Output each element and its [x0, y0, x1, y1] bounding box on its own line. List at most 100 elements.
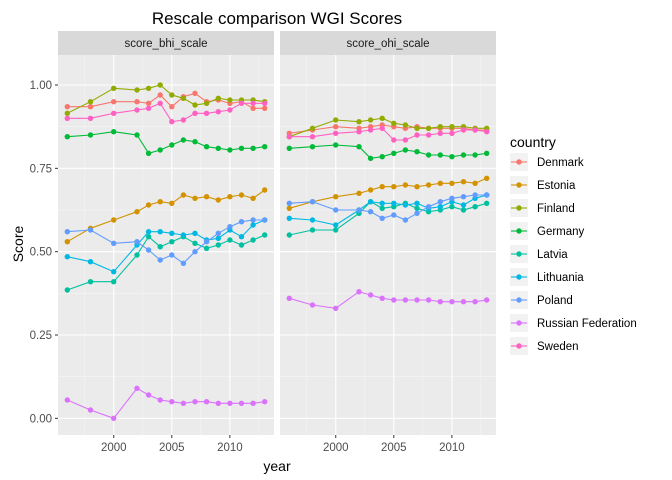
data-point — [134, 132, 140, 138]
legend-label: Sweden — [537, 341, 579, 353]
data-point — [192, 139, 198, 145]
data-point — [145, 247, 152, 253]
y-tick-label: 0.75 — [30, 163, 52, 175]
legend-item: Russian Federation — [510, 314, 637, 332]
x-tick-label: 2005 — [381, 442, 407, 454]
data-point — [157, 257, 163, 263]
data-point — [87, 227, 94, 233]
data-point — [169, 142, 175, 148]
data-point — [215, 109, 221, 115]
data-point — [238, 145, 245, 151]
data-point — [367, 155, 374, 161]
data-point — [460, 179, 467, 185]
data-point — [192, 102, 198, 108]
legend-label: Russian Federation — [537, 318, 637, 330]
y-axis: 0.00 0.25 0.50 0.75 1.00 — [30, 80, 58, 425]
data-point — [111, 240, 117, 246]
data-point — [238, 100, 245, 107]
legend-label: Finland — [537, 203, 575, 215]
data-point — [238, 242, 245, 248]
data-point — [379, 125, 385, 131]
data-point — [472, 152, 478, 158]
data-point — [437, 299, 443, 305]
legend-item: Latvia — [510, 245, 568, 263]
data-point — [449, 180, 455, 186]
data-point — [286, 295, 292, 301]
data-point — [262, 105, 268, 112]
data-point — [87, 115, 94, 122]
data-point — [437, 204, 443, 210]
data-point — [460, 207, 467, 213]
data-point — [145, 234, 152, 240]
data-point — [111, 85, 117, 92]
data-point — [484, 200, 490, 206]
data-point — [169, 92, 175, 98]
data-point — [449, 195, 455, 201]
data-point — [333, 124, 339, 130]
legend-item: Finland — [510, 199, 575, 217]
data-point — [472, 299, 478, 305]
data-point — [64, 115, 71, 122]
legend-key-point — [516, 297, 522, 303]
data-point — [484, 192, 490, 198]
data-point — [367, 209, 374, 215]
data-point — [425, 152, 432, 158]
data-point — [134, 87, 140, 93]
data-point — [145, 100, 152, 107]
legend-item: Lithuania — [510, 268, 584, 286]
data-point — [203, 110, 210, 117]
series-denmark — [64, 90, 268, 112]
data-point — [192, 195, 198, 201]
data-point — [472, 127, 478, 133]
data-point — [437, 180, 443, 186]
data-point — [111, 110, 117, 117]
data-point — [402, 217, 409, 223]
data-point — [356, 207, 362, 213]
data-point — [484, 150, 490, 156]
data-point — [367, 292, 374, 298]
panel-score_ohi_scale: score_ohi_scale — [280, 31, 496, 435]
x-tick-label: 2010 — [217, 442, 243, 454]
data-point — [309, 134, 316, 140]
chart-title: Rescale comparison WGI Scores — [152, 9, 402, 28]
data-point — [111, 279, 117, 285]
data-point — [215, 197, 221, 203]
legend-item: Sweden — [510, 337, 579, 355]
data-point — [192, 90, 198, 97]
data-point — [192, 110, 198, 117]
data-point — [367, 199, 374, 205]
data-point — [484, 129, 490, 135]
data-point — [64, 229, 71, 235]
panel-background — [280, 55, 496, 435]
data-point — [402, 297, 409, 303]
data-point — [145, 105, 152, 112]
data-point — [414, 297, 420, 303]
legend-item: Denmark — [510, 153, 584, 171]
legend-key-point — [516, 251, 522, 257]
series-estonia — [64, 187, 268, 245]
data-point — [203, 239, 210, 245]
series-sweden — [64, 100, 268, 125]
data-point — [367, 187, 374, 193]
data-point — [437, 199, 443, 205]
data-point — [333, 130, 339, 136]
data-point — [157, 199, 163, 205]
data-point — [460, 299, 467, 305]
data-point — [203, 100, 210, 107]
data-point — [449, 124, 455, 130]
data-point — [425, 204, 432, 210]
data-point — [414, 132, 420, 138]
data-point — [203, 194, 210, 200]
series-poland — [286, 192, 490, 223]
data-point — [425, 132, 432, 138]
data-point — [414, 184, 420, 190]
data-point — [309, 144, 316, 150]
data-point — [203, 399, 210, 405]
data-point — [169, 104, 175, 110]
data-point — [192, 230, 198, 236]
data-point — [64, 110, 71, 117]
data-point — [333, 207, 339, 213]
data-point — [437, 130, 443, 136]
data-point — [145, 150, 152, 156]
